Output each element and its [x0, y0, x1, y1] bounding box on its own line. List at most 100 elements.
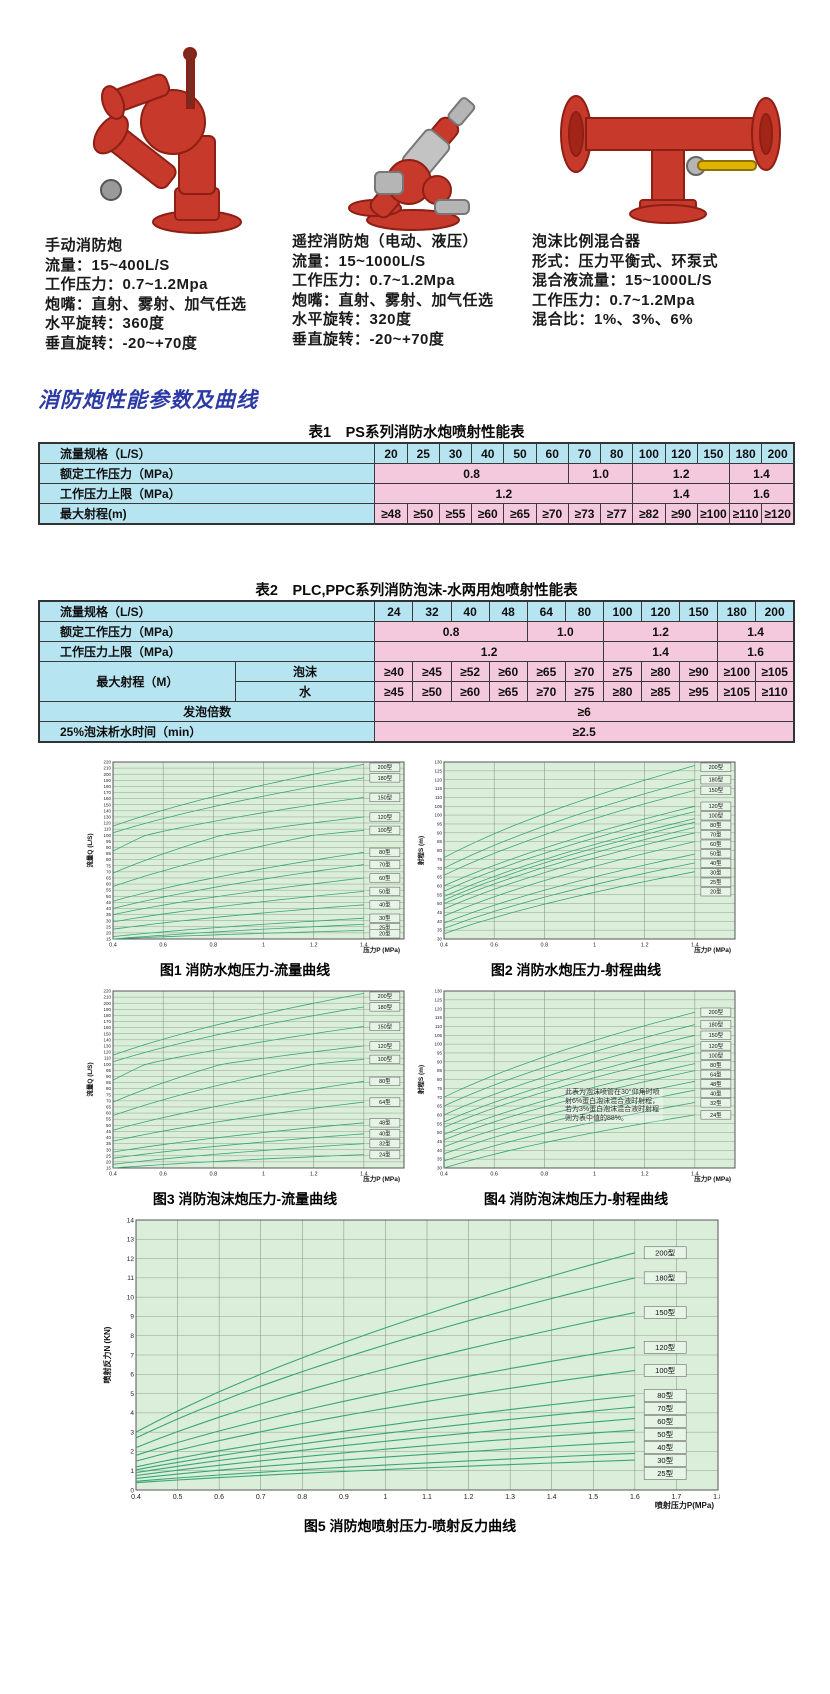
table-cell: 1.4 [602, 641, 719, 662]
product-name: 泡沫比例混合器 [532, 233, 641, 250]
svg-text:80: 80 [106, 857, 112, 862]
svg-text:0.8: 0.8 [297, 1494, 307, 1501]
product-specs: 流量：15~400L/S 工作压力：0.7~1.2Mpa 炮嘴：直射、雾射、加气任选… [45, 256, 293, 354]
svg-text:85: 85 [437, 839, 443, 844]
svg-text:30: 30 [437, 1166, 443, 1171]
table-cell: ≥65 [503, 503, 537, 525]
svg-text:110: 110 [104, 1056, 112, 1061]
svg-text:80型: 80型 [379, 848, 391, 856]
svg-text:85: 85 [106, 851, 112, 856]
chart-caption: 图3 消防泡沫炮压力-流量曲线 [152, 1191, 338, 1207]
svg-text:180: 180 [103, 784, 111, 789]
svg-text:0.6: 0.6 [159, 943, 167, 949]
svg-text:流量Q (L/S): 流量Q (L/S) [85, 1062, 94, 1096]
product-spec-line: 垂直旋转：-20~+70度 [292, 330, 445, 348]
table-cell: ≥60 [450, 681, 490, 702]
svg-text:32型: 32型 [379, 1139, 391, 1147]
svg-text:70型: 70型 [379, 860, 391, 868]
table-cell: 24 [374, 600, 414, 622]
svg-text:50: 50 [106, 894, 112, 899]
svg-text:65: 65 [437, 1104, 443, 1109]
svg-text:95: 95 [437, 822, 443, 827]
table-cell: ≥70 [564, 661, 604, 682]
table-cell: 额定工作压力（MPa） [38, 463, 376, 484]
svg-text:60: 60 [106, 1111, 112, 1116]
svg-text:40型: 40型 [710, 1089, 722, 1097]
product-card-foam-proportioner: 泡沫比例混合器 形式：压力平衡式、环泵式 混合液流量：15~1000L/S 工作压力… [532, 34, 800, 330]
section-title: 消防炮性能参数及曲线 [38, 389, 258, 412]
svg-text:喷射压力P(MPa): 喷射压力P(MPa) [655, 1500, 714, 1510]
svg-text:180型: 180型 [378, 1003, 393, 1011]
svg-text:200: 200 [103, 772, 111, 777]
svg-text:30型: 30型 [710, 869, 722, 877]
svg-text:8: 8 [130, 1333, 134, 1340]
svg-text:95: 95 [106, 839, 112, 844]
svg-text:35: 35 [437, 928, 443, 933]
svg-text:80型: 80型 [657, 1391, 673, 1400]
table-cell: 80 [564, 600, 604, 622]
svg-text:30: 30 [437, 937, 443, 942]
product-spec-line: 水平旋转：360度 [45, 315, 165, 332]
chart-caption: 图5 消防炮喷射压力-喷射反力曲线 [303, 1518, 517, 1534]
svg-text:25: 25 [106, 1153, 112, 1158]
table-cell: 发泡倍数 [38, 701, 376, 722]
svg-text:100: 100 [103, 833, 111, 838]
table-cell: ≥60 [488, 661, 528, 682]
table-cell: 1.0 [526, 621, 604, 642]
manual-fire-monitor-image [45, 38, 293, 236]
table-cell: 最大射程(m) [38, 503, 376, 525]
table-cell: ≥77 [600, 503, 634, 525]
svg-text:100型: 100型 [378, 826, 393, 834]
svg-text:25: 25 [106, 924, 112, 929]
svg-text:105: 105 [434, 1033, 442, 1038]
svg-text:200型: 200型 [709, 763, 724, 771]
svg-text:120: 120 [103, 1050, 111, 1055]
svg-text:喷射反力N (KN): 喷射反力N (KN) [102, 1326, 112, 1383]
svg-text:50: 50 [437, 901, 443, 906]
svg-text:120: 120 [103, 821, 111, 826]
svg-text:210: 210 [103, 995, 111, 1000]
table-cell: ≥80 [641, 661, 681, 682]
svg-text:60型: 60型 [657, 1417, 673, 1426]
table-cell: ≥60 [471, 503, 505, 525]
svg-text:14: 14 [127, 1217, 135, 1224]
svg-text:140: 140 [103, 808, 111, 813]
table-cell: ≥45 [412, 661, 452, 682]
svg-text:40型: 40型 [379, 901, 391, 909]
product-spec-line: 混合液流量：15~1000L/S [532, 272, 713, 289]
remote-fire-monitor-image [292, 34, 532, 232]
svg-text:1.2: 1.2 [641, 1172, 649, 1178]
product-spec-line: 流量：15~1000L/S [292, 252, 426, 270]
svg-text:48型: 48型 [710, 1080, 722, 1088]
svg-text:150型: 150型 [378, 1022, 393, 1030]
svg-text:110: 110 [104, 827, 112, 832]
svg-text:180: 180 [103, 1013, 111, 1018]
table-cell: ≥80 [602, 681, 643, 702]
table-cell: 48 [488, 600, 528, 622]
svg-text:0.4: 0.4 [131, 1494, 141, 1501]
svg-text:70: 70 [106, 869, 112, 874]
svg-text:170: 170 [103, 790, 111, 795]
svg-text:0.9: 0.9 [339, 1494, 349, 1501]
table-cell: 80 [600, 442, 634, 464]
svg-text:120型: 120型 [709, 802, 724, 810]
product-spec-line: 炮嘴：直射、雾射、加气任选 [292, 291, 494, 309]
table-cell: 100 [602, 600, 643, 622]
svg-text:1.2: 1.2 [310, 943, 318, 949]
svg-text:60: 60 [437, 883, 443, 888]
svg-text:180型: 180型 [655, 1273, 676, 1282]
svg-text:48型: 48型 [379, 1119, 391, 1127]
svg-text:射程S (m): 射程S (m) [416, 1065, 425, 1095]
svg-text:1.2: 1.2 [464, 1494, 474, 1501]
svg-text:65: 65 [106, 876, 112, 881]
table-cell: ≥65 [488, 681, 528, 702]
svg-text:1.8: 1.8 [713, 1494, 720, 1501]
svg-text:32型: 32型 [710, 1099, 722, 1107]
svg-text:40: 40 [437, 919, 443, 924]
svg-text:1.2: 1.2 [310, 1172, 318, 1178]
svg-text:65: 65 [106, 1105, 112, 1110]
table-cell: 50 [503, 442, 537, 464]
svg-text:12: 12 [127, 1256, 135, 1263]
svg-text:24型: 24型 [710, 1111, 722, 1119]
